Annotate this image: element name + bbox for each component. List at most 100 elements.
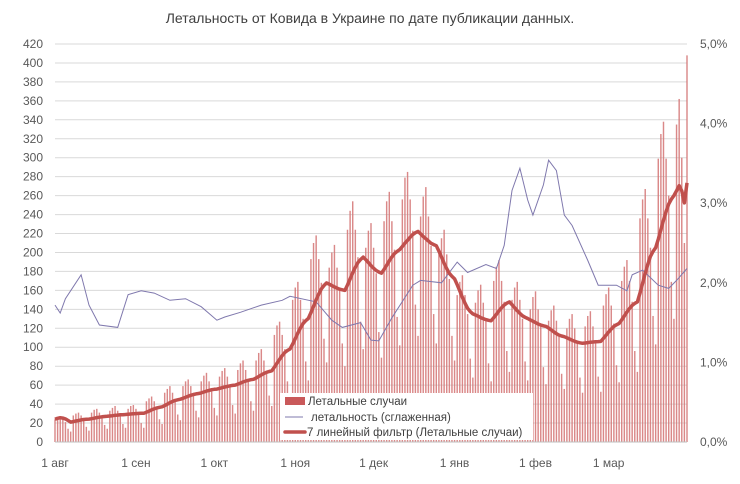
y-axis-left: 0 20 40 60 80 100 120 140 160 180 200 220 240 260 280 3… bbox=[23, 37, 43, 449]
bar-deaths bbox=[683, 243, 686, 442]
bar-deaths bbox=[477, 290, 479, 442]
bar-deaths bbox=[75, 413, 77, 442]
bar-deaths bbox=[495, 266, 498, 442]
bar-deaths bbox=[83, 419, 85, 442]
legend-label-lethality: летальность (сглаженная) bbox=[311, 412, 451, 424]
bar-deaths bbox=[323, 338, 325, 442]
y-left-tick-label: 0 bbox=[36, 435, 43, 449]
bar-deaths bbox=[192, 393, 195, 442]
bar-deaths bbox=[529, 309, 532, 442]
bar-deaths bbox=[291, 299, 294, 442]
bar-deaths bbox=[260, 349, 263, 442]
x-tick-label: 1 мар bbox=[593, 456, 625, 470]
bar-deaths bbox=[628, 280, 631, 442]
legend-label-bars: Летальные случаи bbox=[308, 396, 407, 408]
bar-deaths bbox=[85, 426, 88, 442]
bar-deaths bbox=[563, 388, 565, 442]
bar-deaths bbox=[396, 316, 398, 442]
bar-deaths bbox=[299, 299, 302, 442]
bar-deaths bbox=[200, 381, 202, 442]
bar-deaths bbox=[247, 379, 249, 442]
bar-deaths bbox=[647, 218, 649, 442]
bar-deaths bbox=[315, 235, 317, 442]
bar-deaths bbox=[96, 408, 98, 442]
bar-deaths bbox=[171, 392, 174, 442]
bar-deaths bbox=[182, 386, 184, 442]
bar-deaths bbox=[166, 388, 169, 442]
y-left-tick-label: 120 bbox=[23, 321, 43, 335]
bar-deaths bbox=[553, 305, 555, 442]
legend-swatch-bars bbox=[285, 397, 305, 405]
bar-deaths bbox=[419, 216, 422, 442]
bar-deaths bbox=[77, 412, 80, 442]
bar-deaths bbox=[234, 413, 236, 442]
bar-deaths bbox=[584, 326, 586, 442]
bar-deaths bbox=[686, 55, 688, 442]
bar-deaths bbox=[111, 407, 114, 442]
bar-deaths bbox=[64, 422, 67, 442]
bar-deaths bbox=[425, 187, 427, 442]
bar-deaths bbox=[333, 244, 336, 442]
gridlines bbox=[55, 43, 687, 443]
bar-deaths bbox=[103, 424, 106, 442]
bar-deaths bbox=[618, 382, 620, 442]
bar-deaths bbox=[255, 360, 257, 442]
bar-deaths bbox=[195, 410, 197, 442]
bar-deaths bbox=[391, 221, 393, 442]
bar-deaths bbox=[336, 267, 338, 442]
bar-deaths bbox=[216, 415, 218, 442]
bar-deaths bbox=[500, 280, 503, 442]
bar-deaths bbox=[365, 247, 367, 442]
bar-deaths bbox=[547, 320, 550, 442]
bar-deaths bbox=[378, 332, 380, 442]
y-left-tick-label: 160 bbox=[23, 283, 43, 297]
bar-deaths bbox=[156, 406, 158, 442]
bar-deaths bbox=[466, 314, 469, 442]
lines bbox=[54, 159, 689, 424]
bar-deaths bbox=[328, 267, 330, 442]
bar-deaths bbox=[610, 305, 612, 442]
bar-deaths bbox=[135, 408, 137, 442]
bar-deaths bbox=[349, 210, 351, 442]
bar-deaths bbox=[359, 321, 362, 442]
bars-deaths bbox=[54, 55, 688, 443]
bar-deaths bbox=[268, 395, 270, 442]
bar-deaths bbox=[555, 320, 558, 442]
bar-deaths bbox=[485, 320, 487, 442]
bar-deaths bbox=[417, 335, 419, 442]
bar-deaths bbox=[205, 372, 208, 442]
y-left-tick-label: 380 bbox=[23, 75, 43, 89]
bar-deaths bbox=[587, 315, 589, 442]
bar-deaths bbox=[265, 370, 268, 442]
bar-deaths bbox=[318, 259, 320, 442]
bar-deaths bbox=[631, 301, 633, 442]
bar-deaths bbox=[127, 408, 129, 442]
bar-deaths bbox=[153, 401, 155, 442]
bar-deaths bbox=[221, 370, 223, 442]
y-left-tick-label: 40 bbox=[30, 397, 44, 411]
bar-deaths bbox=[346, 229, 349, 442]
bar-deaths bbox=[385, 201, 388, 442]
bar-deaths bbox=[493, 280, 495, 442]
y-left-tick-label: 140 bbox=[23, 302, 43, 316]
bar-deaths bbox=[537, 309, 539, 442]
bar-deaths bbox=[641, 199, 644, 442]
x-tick-label: 1 окт bbox=[201, 456, 229, 470]
bar-deaths bbox=[320, 282, 323, 442]
bar-deaths bbox=[673, 318, 675, 442]
bar-deaths bbox=[605, 294, 607, 442]
y-left-tick-label: 240 bbox=[23, 208, 43, 222]
bar-deaths bbox=[161, 423, 163, 442]
bar-deaths bbox=[532, 297, 534, 442]
bar-deaths bbox=[446, 254, 448, 442]
x-tick-label: 1 авг bbox=[41, 456, 69, 470]
y-axis-right: 0,0% 1,0% 2,0% 3,0% 4,0% 5,0% bbox=[700, 37, 728, 449]
bar-deaths bbox=[72, 415, 74, 442]
x-tick-label: 1 сен bbox=[121, 456, 150, 470]
bar-deaths bbox=[519, 299, 521, 442]
y-left-tick-label: 80 bbox=[30, 359, 44, 373]
bar-deaths bbox=[388, 191, 390, 442]
bar-deaths bbox=[109, 410, 111, 442]
bar-deaths bbox=[231, 405, 234, 442]
